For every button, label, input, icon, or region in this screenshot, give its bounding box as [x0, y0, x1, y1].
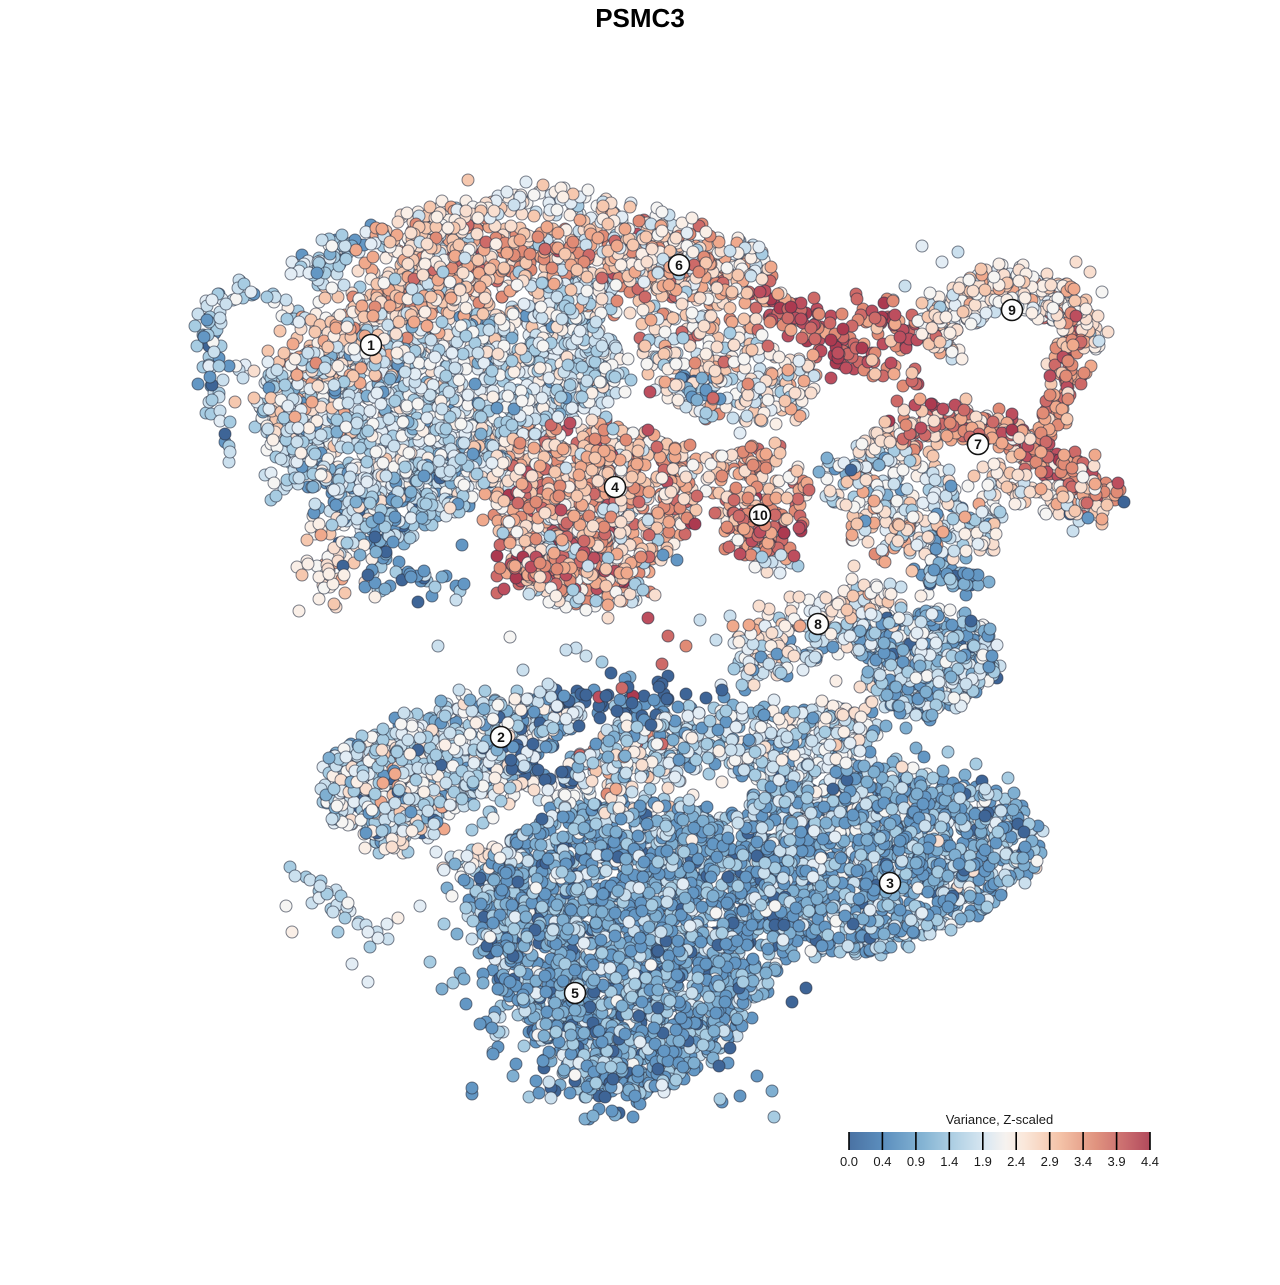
- svg-text:PSMC3: PSMC3: [595, 3, 685, 33]
